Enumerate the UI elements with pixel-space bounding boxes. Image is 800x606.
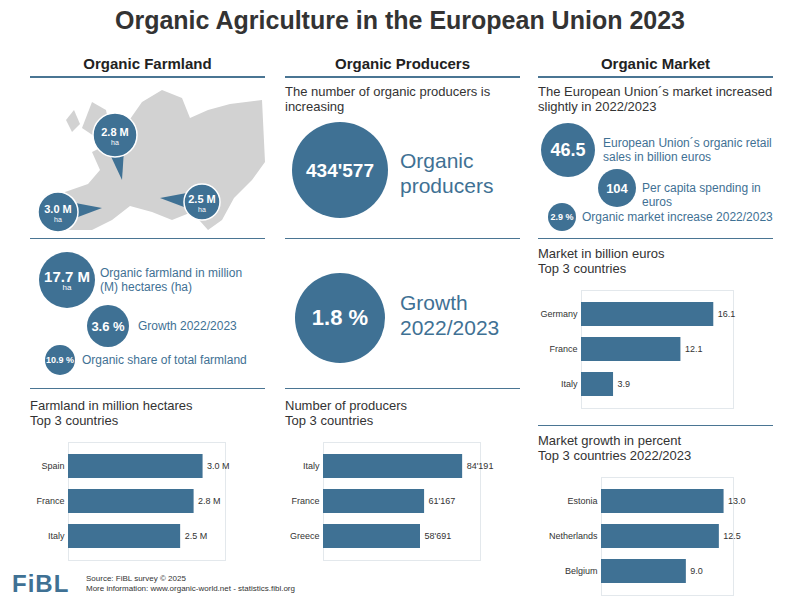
html-text:Source: FiBL survey © 2025: Source: FiBL survey © 2025	[86, 574, 186, 583]
svg-text:12.5: 12.5	[723, 531, 741, 541]
html-text:ha: ha	[62, 282, 72, 292]
html-text:Organic Market: Organic Market	[600, 55, 711, 72]
svg-text:3.0 M: 3.0 M	[44, 203, 72, 215]
html-text:Growth 2022/2023: Growth 2022/2023	[138, 319, 237, 333]
svg-text:16.1: 16.1	[718, 309, 736, 319]
html-text:Farmland in million hectares: Farmland in million hectares	[30, 398, 193, 413]
html-text:434'577: 434'577	[306, 159, 374, 181]
html-text:The European Union´s market in: The European Union´s market increased sl…	[538, 84, 773, 114]
html-text:Top 3 countries: Top 3 countries	[285, 413, 374, 428]
svg-text:58'691: 58'691	[424, 531, 451, 541]
html-text:FiBL: FiBL	[12, 570, 70, 597]
html-text:3.6 %: 3.6 %	[91, 318, 125, 334]
svg-text:13.0: 13.0	[728, 496, 746, 506]
html-text:Organic share of total farmlan: Organic share of total farmland	[82, 353, 247, 367]
html-text:46.5: 46.5	[550, 140, 586, 160]
svg-text:France: France	[549, 344, 577, 354]
svg-text:2.5 M: 2.5 M	[185, 531, 208, 541]
html-text:Per capita spending in euros: Per capita spending in euros	[642, 181, 761, 209]
svg-text:Greece: Greece	[290, 531, 320, 541]
svg-text:Netherlands: Netherlands	[549, 531, 598, 541]
html-text:10.9 %: 10.9 %	[46, 354, 74, 365]
svg-text:Belgium: Belgium	[565, 566, 598, 576]
svg-text:2.8 M: 2.8 M	[101, 126, 129, 138]
svg-text:France: France	[291, 496, 319, 506]
svg-text:12.1: 12.1	[685, 344, 703, 354]
html-text:Top 3 countries: Top 3 countries	[30, 413, 119, 428]
svg-text:2.8 M: 2.8 M	[198, 496, 221, 506]
html-text:Top 3 countries 2022/2023: Top 3 countries 2022/2023	[538, 448, 692, 463]
html-text:Growth 2022/2023: Growth 2022/2023	[400, 291, 500, 339]
svg-text:3.9: 3.9	[618, 379, 631, 389]
html-text:Organic Producers: Organic Producers	[335, 55, 470, 72]
html-text:Number of producers: Number of producers	[285, 398, 408, 413]
html-text:More information: www.organic-: More information: www.organic-world.net …	[86, 584, 295, 593]
svg-text:84'191: 84'191	[467, 461, 494, 471]
svg-text:ha: ha	[198, 206, 206, 213]
svg-text:Germany: Germany	[540, 309, 578, 319]
html-text:104: 104	[606, 180, 628, 196]
html-text:Market in billion euros: Market in billion euros	[538, 246, 665, 261]
svg-text:9.0: 9.0	[690, 566, 703, 576]
html-text:Market growth in percent: Market growth in percent	[538, 433, 682, 448]
svg-text:ha: ha	[111, 139, 119, 146]
svg-text:ha: ha	[54, 216, 62, 223]
svg-text:61'167: 61'167	[429, 496, 456, 506]
html-text:2.9 %: 2.9 %	[550, 211, 574, 222]
html-text:Organic Farmland: Organic Farmland	[83, 55, 212, 72]
html-text:The number of organic producer: The number of organic producers is incre…	[285, 84, 491, 114]
svg-text:Italy: Italy	[48, 531, 65, 541]
html-text:European Union´s organic retai: European Union´s organic retail sales in…	[603, 136, 772, 164]
svg-text:3.0 M: 3.0 M	[207, 461, 230, 471]
html-text:Top 3 countries: Top 3 countries	[538, 261, 627, 276]
html-text:Organic producers: Organic producers	[400, 149, 494, 197]
svg-text:2.5 M: 2.5 M	[188, 193, 216, 205]
svg-text:Spain: Spain	[41, 461, 64, 471]
html-text:Organic market increase 2022/2: Organic market increase 2022/2023	[582, 210, 773, 224]
html-text:17.7 M: 17.7 M	[44, 267, 90, 285]
html-text:Organic farmland in million (M: Organic farmland in million (M) hectares…	[100, 266, 243, 294]
svg-text:Italy: Italy	[303, 461, 320, 471]
svg-text:Estonia: Estonia	[567, 496, 597, 506]
svg-text:France: France	[36, 496, 64, 506]
html-text:Organic Agriculture in the Eur: Organic Agriculture in the European Unio…	[115, 6, 685, 34]
svg-text:Italy: Italy	[561, 379, 578, 389]
html-text:1.8 %: 1.8 %	[311, 305, 369, 330]
